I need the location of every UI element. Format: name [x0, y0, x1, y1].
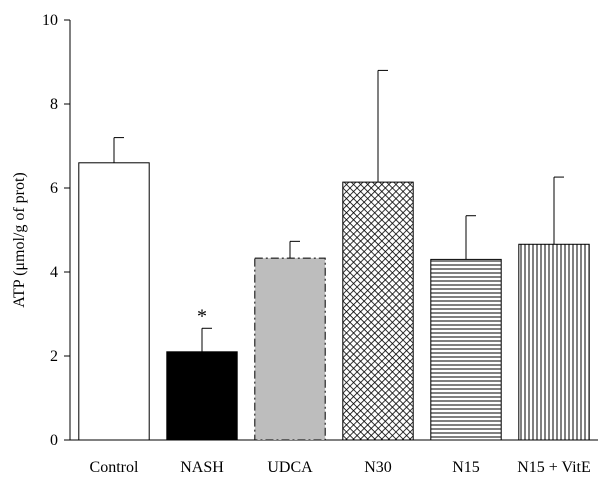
y-tick-label: 8 [50, 96, 58, 113]
y-axis-title: ATP (μmol/g of prot) [11, 172, 28, 308]
bar-udca [254, 257, 326, 441]
y-tick-label: 4 [50, 264, 58, 281]
bar-nash [166, 351, 238, 441]
x-axis-labels: Control NASH UDCA N30 N15 N15 + VitE [90, 459, 591, 476]
x-tick-label-control: Control [90, 459, 139, 476]
significance-marker: * [197, 305, 207, 327]
bars [78, 162, 590, 441]
bar-n30 [342, 181, 414, 441]
y-tick-label: 6 [50, 180, 58, 197]
x-tick-label-n15: N15 [452, 459, 480, 476]
bar-n15 [430, 258, 502, 441]
y-axis-ticks: 0 2 4 6 8 10 [42, 12, 70, 449]
x-tick-label-n30: N30 [364, 459, 392, 476]
x-tick-label-n15-vite: N15 + VitE [517, 459, 591, 476]
bar-control [78, 162, 150, 441]
x-tick-label-udca: UDCA [267, 459, 313, 476]
y-tick-label: 0 [50, 432, 58, 449]
y-tick-label: 2 [50, 348, 58, 365]
x-tick-label-nash: NASH [180, 459, 224, 476]
axes [69, 20, 598, 441]
y-tick-label: 10 [42, 12, 58, 29]
error-bars [113, 69, 564, 352]
annotations: * [197, 305, 207, 327]
bar-n15-vite [518, 243, 590, 441]
